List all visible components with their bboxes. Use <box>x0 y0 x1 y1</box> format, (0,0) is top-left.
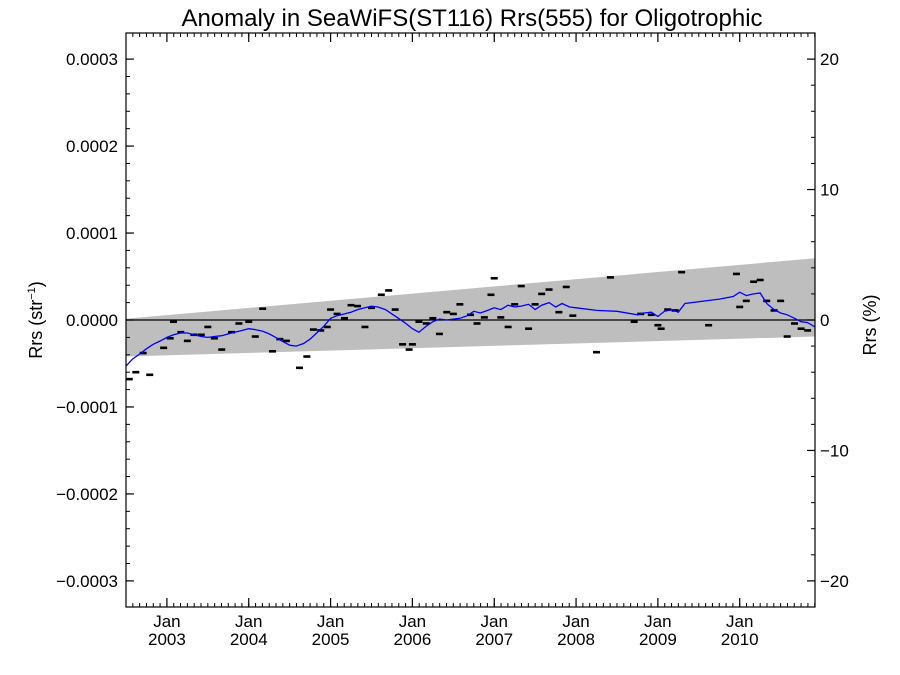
y-right-tick-label: −10 <box>820 441 849 460</box>
x-tick-label-month: Jan <box>153 612 180 631</box>
plot-content <box>126 258 815 381</box>
y-right-tick-label: 0 <box>820 311 829 330</box>
x-tick-label-year: 2003 <box>148 630 186 649</box>
x-tick-label-year: 2007 <box>475 630 513 649</box>
x-tick-label-month: Jan <box>726 612 753 631</box>
x-tick-label-year: 2009 <box>639 630 677 649</box>
x-tick-label-year: 2010 <box>721 630 759 649</box>
uncertainty-band <box>126 258 815 357</box>
y-right-tick-label: 20 <box>820 50 839 69</box>
x-tick-label-year: 2008 <box>557 630 595 649</box>
smoothed-series-line <box>126 291 815 367</box>
x-tick-label-month: Jan <box>235 612 262 631</box>
y-axis-left-label: Rrs (str−1) <box>26 281 46 359</box>
x-tick-label-year: 2005 <box>312 630 350 649</box>
y-left-tick-label: 0.0001 <box>66 224 118 243</box>
y-left-tick-label: −0.0001 <box>56 398 118 417</box>
x-tick-label-month: Jan <box>317 612 344 631</box>
x-tick-label-month: Jan <box>644 612 671 631</box>
x-tick-label-year: 2006 <box>393 630 431 649</box>
y-axis-right-label: Rrs (%) <box>860 295 880 356</box>
y-left-tick-label: −0.0003 <box>56 572 118 591</box>
chart-title: Anomaly in SeaWiFS(ST116) Rrs(555) for O… <box>181 5 762 32</box>
x-tick-label-month: Jan <box>481 612 508 631</box>
x-tick-label-month: Jan <box>562 612 589 631</box>
y-left-tick-label: 0.0000 <box>66 311 118 330</box>
y-left-tick-label: 0.0002 <box>66 137 118 156</box>
y-left-tick-label: −0.0002 <box>56 485 118 504</box>
x-tick-label-year: 2004 <box>230 630 268 649</box>
y-right-tick-label: −20 <box>820 572 849 591</box>
y-left-tick-label: 0.0003 <box>66 50 118 69</box>
x-tick-label-month: Jan <box>399 612 426 631</box>
y-right-tick-label: 10 <box>820 181 839 200</box>
